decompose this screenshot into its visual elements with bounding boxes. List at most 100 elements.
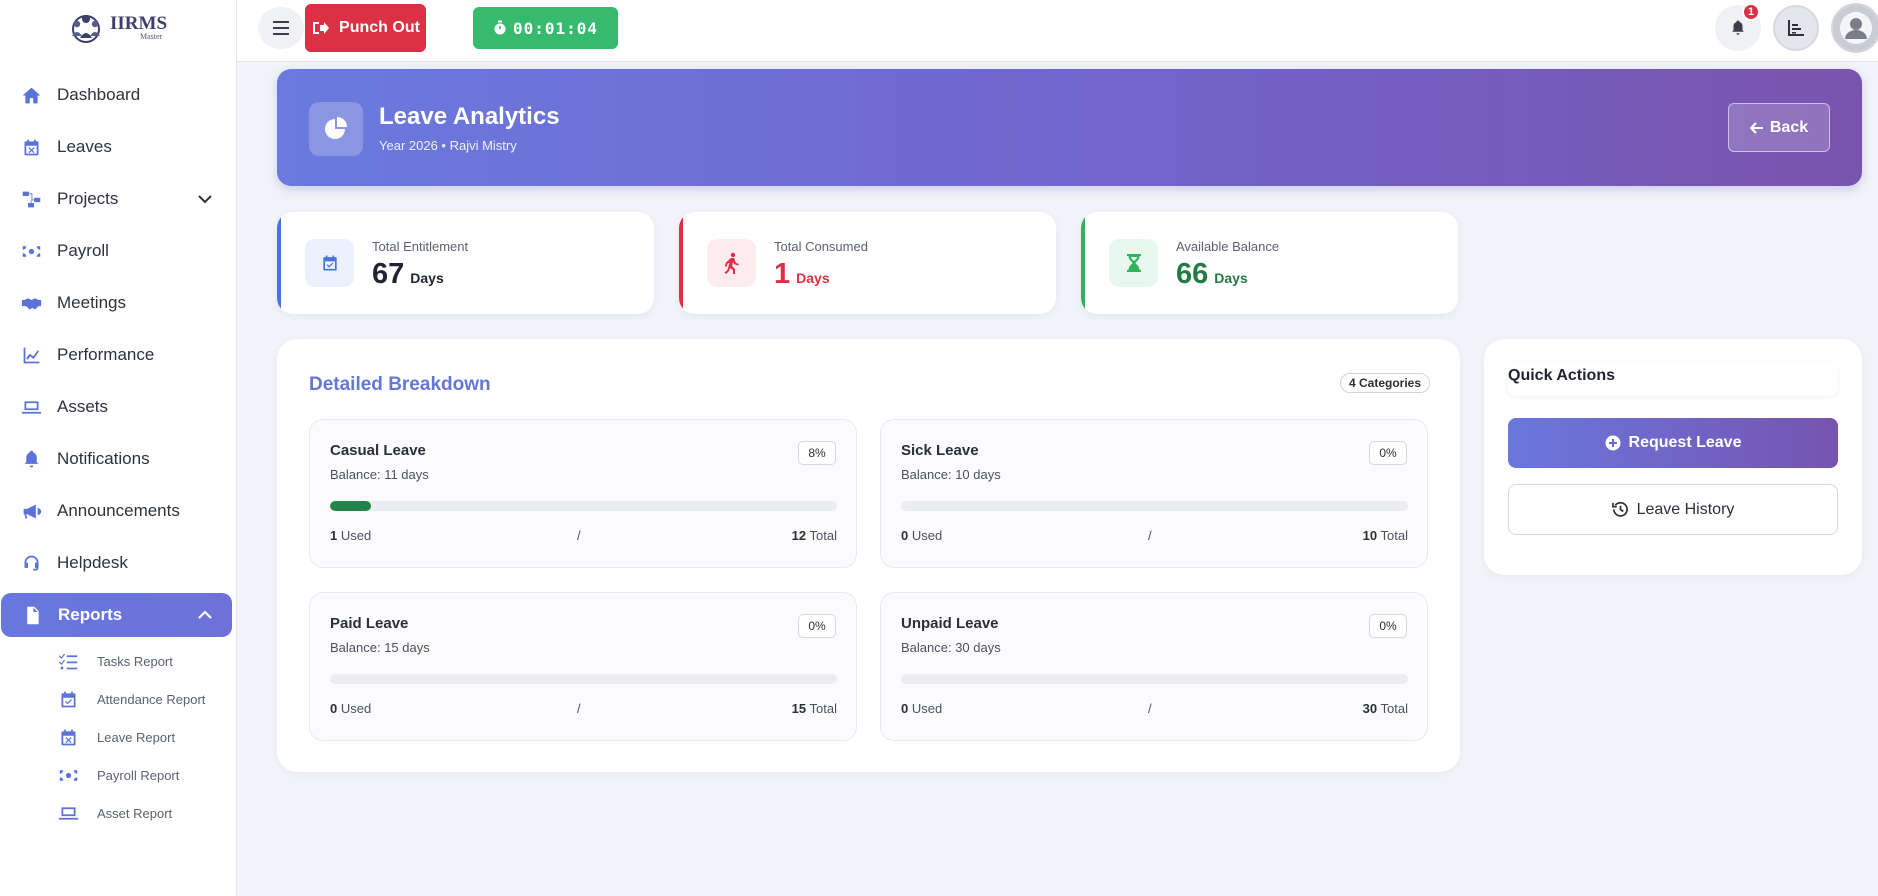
chevron-up-icon[interactable] bbox=[196, 606, 214, 624]
sidebar-subitem-leave-report[interactable]: Leave Report bbox=[58, 722, 175, 752]
page-subtitle: Year 2026 • Rajvi Mistry bbox=[379, 138, 517, 153]
sidebar-subitem-label: Leave Report bbox=[97, 729, 176, 745]
usage-separator: / bbox=[1148, 528, 1152, 543]
sidebar-item-label: Notifications bbox=[57, 449, 150, 468]
sidebar-item-notifications[interactable]: Notifications bbox=[0, 437, 232, 481]
leave-progress-bar bbox=[901, 674, 1408, 684]
money-icon bbox=[59, 769, 78, 781]
app-logo[interactable]: IIRMS Master bbox=[66, 8, 176, 46]
page-title: Leave Analytics bbox=[379, 103, 560, 130]
logo-subtitle: Master bbox=[140, 31, 163, 41]
sidebar-subitem-payroll-report[interactable]: Payroll Report bbox=[58, 760, 179, 790]
diagram-icon bbox=[19, 187, 43, 211]
sidebar-item-assets[interactable]: Assets bbox=[0, 385, 232, 429]
sidebar-item-label: Leaves bbox=[57, 137, 112, 156]
menu-toggle-button[interactable] bbox=[258, 7, 304, 49]
calendar-check-icon bbox=[61, 691, 76, 707]
leave-progress-bar bbox=[330, 501, 837, 511]
total-count: 10 bbox=[1362, 528, 1378, 543]
stat-card-consumed: Total Consumed 1 Days bbox=[679, 212, 1056, 314]
sidebar-item-performance[interactable]: Performance bbox=[0, 333, 232, 377]
bell-icon bbox=[19, 447, 43, 471]
total-word: Total bbox=[809, 701, 837, 716]
file-icon bbox=[20, 603, 44, 627]
sidebar-subitem-label: Asset Report bbox=[97, 805, 173, 821]
sidebar-item-label: Performance bbox=[57, 345, 155, 364]
back-label: Back bbox=[1769, 118, 1809, 136]
sidebar-subitem-label: Tasks Report bbox=[97, 653, 173, 669]
total-count: 15 bbox=[791, 701, 807, 716]
leave-balance: Balance: 10 days bbox=[901, 467, 1001, 482]
leave-progress-fill bbox=[330, 501, 371, 511]
sidebar-item-label: Helpdesk bbox=[57, 553, 128, 572]
sidebar-subitem-label: Payroll Report bbox=[97, 767, 180, 783]
headset-icon bbox=[19, 551, 43, 575]
leave-progress-bar bbox=[901, 501, 1408, 511]
leave-type-name: Casual Leave bbox=[330, 442, 426, 459]
hourglass-icon bbox=[1109, 239, 1158, 287]
used-word: Used bbox=[911, 528, 943, 543]
quick-actions-header: Quick Actions bbox=[1508, 363, 1838, 396]
notification-badge: 1 bbox=[1742, 3, 1760, 21]
leave-percent-badge: 8% bbox=[798, 441, 836, 465]
leave-card-unpaid: Unpaid Leave Balance: 30 days 0% 0 Used … bbox=[880, 592, 1428, 741]
sidebar-item-announcements[interactable]: Announcements bbox=[0, 489, 232, 533]
sidebar-item-projects[interactable]: Projects bbox=[0, 177, 232, 221]
logo-title: IIRMS bbox=[110, 12, 168, 34]
request-leave-button[interactable]: Request Leave bbox=[1508, 418, 1838, 468]
calendar-check-icon bbox=[305, 239, 354, 287]
sidebar-item-helpdesk[interactable]: Helpdesk bbox=[0, 541, 232, 585]
plus-circle-icon bbox=[1605, 435, 1621, 451]
sidebar-subitem-tasks-report[interactable]: Tasks Report bbox=[58, 646, 173, 676]
stat-unit: Days bbox=[796, 270, 830, 286]
sidebar-item-label: Dashboard bbox=[57, 85, 141, 104]
usage-separator: / bbox=[1148, 701, 1152, 716]
detailed-breakdown-panel: Detailed Breakdown 4 Categories Casual L… bbox=[277, 339, 1460, 772]
leave-balance: Balance: 30 days bbox=[901, 640, 1001, 655]
back-button[interactable]: Back bbox=[1728, 103, 1830, 152]
leave-card-paid: Paid Leave Balance: 15 days 0% 0 Used / … bbox=[309, 592, 857, 741]
list-check-icon bbox=[58, 653, 78, 669]
stat-unit: Days bbox=[410, 270, 444, 286]
leave-card-casual: Casual Leave Balance: 11 days 8% 1 Used … bbox=[309, 419, 857, 568]
sidebar-subitem-asset-report[interactable]: Asset Report bbox=[58, 798, 172, 828]
laptop-icon bbox=[58, 806, 79, 820]
stat-value: 66 bbox=[1176, 258, 1209, 290]
stat-card-entitlement: Total Entitlement 67 Days bbox=[277, 212, 654, 314]
leave-percent-badge: 0% bbox=[1369, 614, 1407, 638]
used-count: 0 bbox=[330, 701, 338, 716]
total-word: Total bbox=[1380, 701, 1408, 716]
sidebar-item-reports[interactable]: Reports bbox=[1, 593, 232, 637]
sidebar-item-meetings[interactable]: Meetings bbox=[0, 281, 232, 325]
sidebar-item-leaves[interactable]: Leaves bbox=[0, 125, 232, 169]
sidebar-item-label: Reports bbox=[58, 605, 123, 624]
stopwatch-icon bbox=[494, 20, 506, 35]
used-word: Used bbox=[911, 701, 943, 716]
quick-actions-title: Quick Actions bbox=[1508, 367, 1615, 384]
sidebar-item-label: Payroll bbox=[57, 241, 109, 260]
total-word: Total bbox=[809, 528, 837, 543]
sidebar-subitem-attendance-report[interactable]: Attendance Report bbox=[58, 684, 205, 714]
bell-icon bbox=[1732, 20, 1744, 35]
analytics-button[interactable] bbox=[1773, 5, 1819, 51]
megaphone-icon bbox=[19, 499, 43, 523]
line-chart-icon bbox=[19, 343, 43, 367]
leave-balance: Balance: 15 days bbox=[330, 640, 430, 655]
stat-value: 67 bbox=[372, 258, 405, 290]
stat-value-row: 67 Days bbox=[372, 258, 444, 291]
total-count: 30 bbox=[1362, 701, 1378, 716]
arrow-left-icon bbox=[1749, 121, 1763, 134]
sidebar-item-dashboard[interactable]: Dashboard bbox=[0, 73, 232, 117]
punch-out-button[interactable]: Punch Out bbox=[305, 4, 426, 52]
usage-separator: / bbox=[577, 701, 581, 716]
walking-person-icon bbox=[707, 239, 756, 287]
sidebar-item-payroll[interactable]: Payroll bbox=[0, 229, 232, 273]
leave-type-name: Sick Leave bbox=[901, 442, 979, 459]
request-leave-label: Request Leave bbox=[1628, 434, 1742, 451]
user-avatar[interactable] bbox=[1831, 3, 1878, 53]
timer-value: 00:01:04 bbox=[512, 18, 599, 38]
chevron-down-icon[interactable] bbox=[196, 190, 214, 208]
bar-chart-icon bbox=[1788, 20, 1804, 36]
leave-history-button[interactable]: Leave History bbox=[1508, 484, 1838, 535]
sidebar-item-label: Assets bbox=[57, 397, 109, 416]
